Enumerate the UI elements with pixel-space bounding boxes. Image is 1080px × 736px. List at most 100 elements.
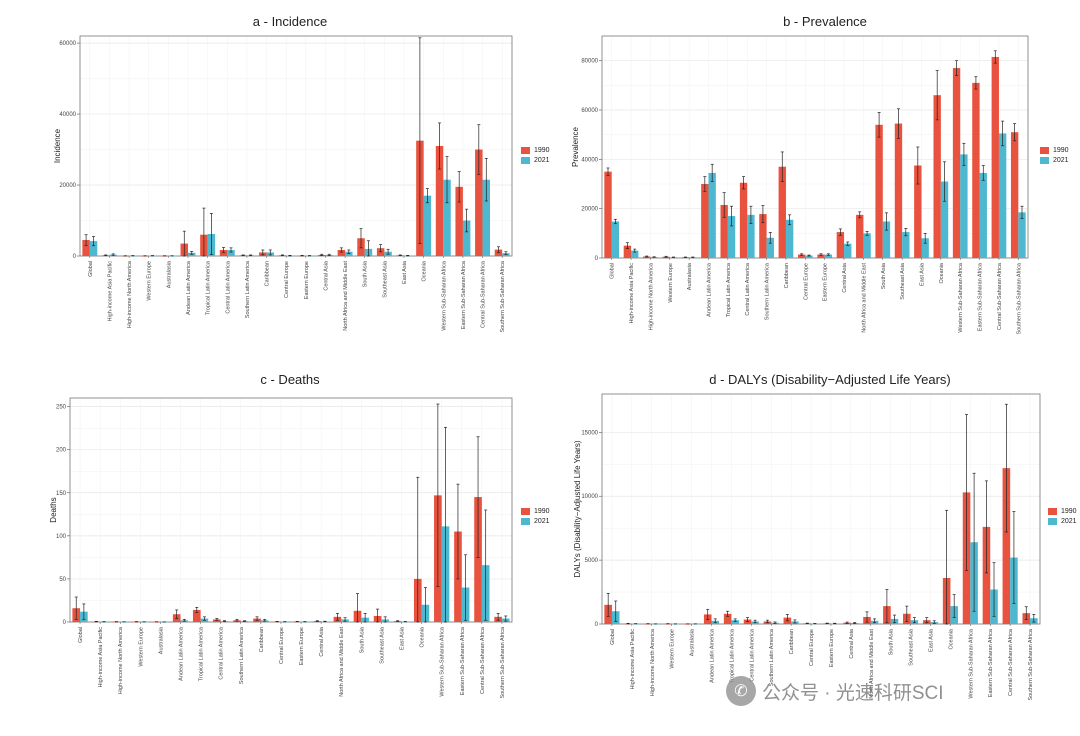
x-category-label: Central Asia (323, 260, 329, 291)
x-category-label: Western Europe (668, 263, 674, 303)
x-category-label: High-income North America (650, 628, 656, 696)
x-category-label: Southern Sub-Saharan Africa (1028, 628, 1034, 700)
x-category-label: Andean Latin America (707, 262, 713, 317)
incidence-chart: a - Incidence 0 20000 40000 60000 Incidence Gl… (53, 14, 513, 333)
bar-2021-19 (443, 179, 451, 256)
x-category-label: South Asia (363, 260, 369, 287)
bar-1990-14 (337, 249, 346, 256)
dalys-legend: 1990 2021 (1048, 508, 1077, 528)
y-tick-label: 80000 (581, 59, 598, 65)
legend-item-2021: 2021 (1040, 157, 1069, 164)
y-tick-label: 100 (56, 534, 67, 540)
y-axis-label: Incidence (53, 128, 62, 163)
bar-2021-12 (824, 254, 833, 258)
x-category-label: Global (88, 261, 94, 277)
legend-item-2021: 2021 (521, 518, 550, 525)
x-category-label: Central Latin America (745, 262, 751, 316)
bar-2021-19 (960, 154, 968, 258)
y-tick-label: 5000 (585, 558, 599, 564)
bar-2021-11 (805, 255, 813, 258)
x-category-label: Global (78, 627, 84, 643)
x-category-label: Australasia (690, 628, 696, 656)
bar-2021-1 (611, 221, 620, 258)
x-category-label: Oceania (422, 260, 428, 281)
legend-item-1990: 1990 (1048, 508, 1077, 515)
legend-swatch-2021 (521, 157, 530, 164)
watermark-text: 公众号 · 光速科研SCI (762, 682, 944, 704)
plot-border (79, 35, 513, 257)
x-category-label: Eastern Sub-Saharan Africa (461, 260, 467, 329)
x-category-label: Central Sub-Saharan Africa (480, 626, 486, 694)
bar-1990-19 (435, 146, 444, 256)
x-category-label: Australasia (687, 262, 693, 290)
x-category-label: High-income Asia Pacific (629, 263, 635, 324)
y-tick-label: 20000 (581, 207, 598, 213)
y-axis-label: Prevalence (571, 126, 580, 167)
legend-swatch-1990 (1048, 508, 1057, 515)
x-category-label: Central Sub-Saharan Africa (997, 262, 1003, 330)
panel-deaths: c - Deaths 0 50 100 150 200 250 Deaths Global Hig… (0, 368, 550, 736)
legend-label: 1990 (534, 508, 550, 515)
bar-2021-20 (462, 220, 471, 256)
bar-1990-21 (1002, 468, 1011, 624)
bar-1990-22 (494, 249, 503, 256)
x-category-label: Central Sub-Saharan Africa (1008, 628, 1014, 696)
x-category-label: Central Europe (279, 627, 285, 664)
y-tick-label: 15000 (581, 430, 598, 436)
bar-1990-21 (991, 56, 999, 258)
bar-2021-21 (482, 179, 491, 256)
legend-label: 2021 (534, 157, 550, 164)
bar-1990-7 (192, 609, 201, 622)
bar-2021-8 (227, 249, 235, 256)
x-category-label: Western Sub-Saharan Africa (958, 262, 964, 333)
x-category-label: High-income Asia Pacific (107, 261, 113, 322)
bar-2021-22 (1018, 212, 1026, 258)
chart-title: a - Incidence (253, 14, 327, 29)
x-category-label: Oceania (420, 626, 426, 647)
x-category-label: Southeast Asia (909, 628, 915, 666)
x-category-label: Andean Latin America (710, 628, 716, 683)
legend-item-2021: 2021 (521, 157, 550, 164)
x-category-label: Central Asia (842, 262, 848, 293)
x-category-label: Western Europe (138, 627, 144, 667)
y-tick-label: 250 (56, 405, 67, 411)
x-category-label: Western Sub-Saharan Africa (968, 628, 974, 699)
dalys-chart: d - DALYs (Disability−Adjusted Life Year… (573, 372, 1041, 701)
bar-2021-7 (731, 620, 739, 624)
x-category-label: East Asia (929, 628, 935, 652)
bar-2021-21 (998, 133, 1007, 258)
bar-1990-21 (474, 497, 482, 622)
bar-1990-12 (817, 254, 825, 258)
legend-label: 1990 (1061, 508, 1077, 515)
y-tick-label: 40000 (581, 157, 598, 163)
x-category-label: Central Latin America (749, 628, 755, 682)
bar-2021-2 (631, 250, 639, 258)
bar-2021-18 (940, 181, 949, 258)
x-category-label: High-income Asia Pacific (630, 629, 636, 690)
bar-2021-17 (921, 238, 929, 258)
bar-1990-16 (376, 248, 385, 256)
x-category-label: Central Asia (319, 626, 325, 657)
chart-title: d - DALYs (Disability−Adjusted Life Year… (709, 372, 950, 387)
x-category-label: Tropical Latin America (729, 628, 735, 683)
chart-title: c - Deaths (260, 372, 320, 387)
deaths-chart: c - Deaths 0 50 100 150 200 250 Deaths Global Hig… (49, 372, 513, 699)
x-category-label: Southeast Asia (900, 262, 906, 300)
plot-border (69, 397, 513, 623)
x-category-label: North Africa and Middle East (339, 627, 345, 697)
x-category-label: Southern Latin America (239, 626, 245, 684)
y-tick-label: 0 (73, 254, 77, 260)
x-category-label: Central Latin America (225, 260, 231, 314)
bar-1990-9 (759, 214, 767, 258)
bar-1990-1 (82, 240, 90, 256)
x-category-label: Oceania (939, 262, 945, 283)
y-tick-label: 0 (63, 620, 67, 626)
y-tick-label: 60000 (581, 108, 598, 114)
prevalence-legend: 1990 2021 (1040, 147, 1069, 167)
y-tick-label: 10000 (581, 494, 598, 500)
x-category-label: Eastern Europe (304, 261, 310, 299)
bar-2021-14 (863, 233, 871, 258)
bar-1990-6 (701, 184, 709, 258)
legend-swatch-1990 (521, 147, 530, 154)
x-category-label: East Asia (402, 260, 408, 284)
